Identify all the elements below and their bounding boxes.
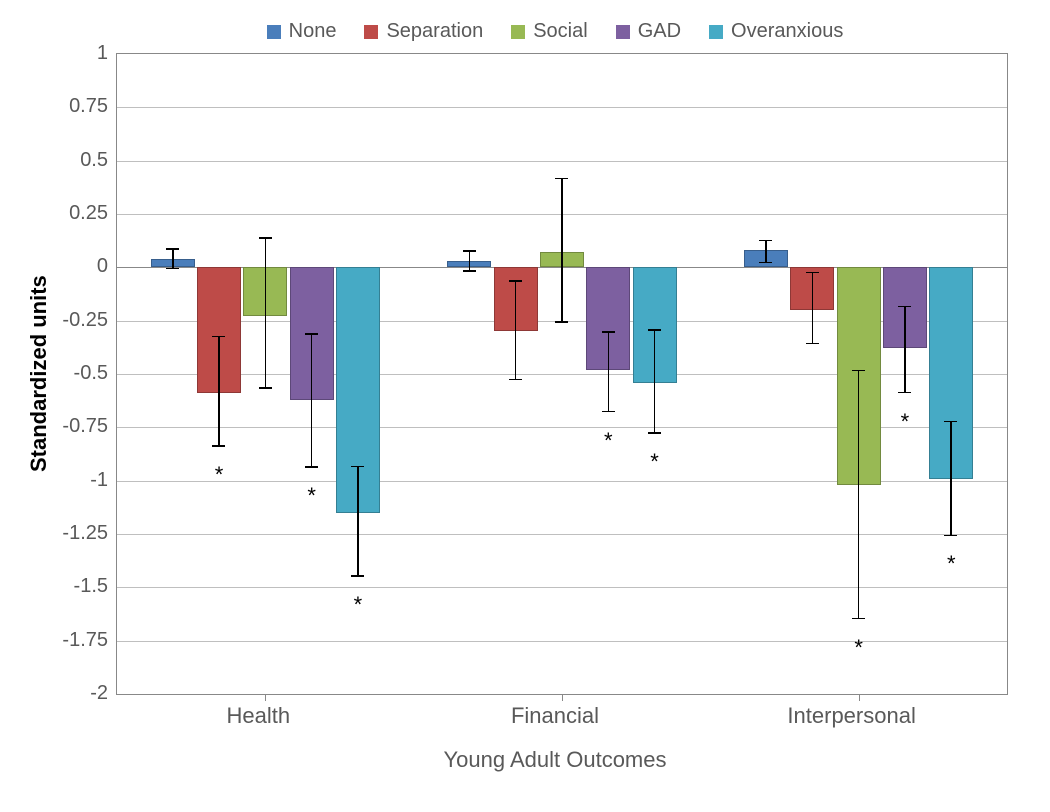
y-axis-ticks: 10.750.50.250-0.25-0.5-0.75-1-1.25-1.5-1… (52, 53, 116, 693)
legend-label: Social (533, 20, 587, 43)
legend-swatch (267, 25, 281, 39)
legend-item: Separation (364, 20, 483, 43)
x-tick-label: Health (110, 703, 407, 729)
significance-star: * (354, 592, 363, 618)
legend-label: Overanxious (731, 20, 843, 43)
error-bar (904, 306, 906, 393)
legend-label: GAD (638, 20, 681, 43)
legend-label: None (289, 20, 337, 43)
legend: None Separation Social GAD Overanxious (20, 20, 1030, 43)
significance-star: * (650, 449, 659, 475)
error-bar (172, 248, 174, 269)
legend-swatch (709, 25, 723, 39)
legend-item: Overanxious (709, 20, 843, 43)
significance-star: * (854, 635, 863, 661)
error-bar (765, 240, 767, 263)
legend-item: None (267, 20, 337, 43)
error-bar (561, 178, 563, 323)
chart-container: None Separation Social GAD Overanxious Stand… (20, 20, 1030, 792)
legend-swatch (511, 25, 525, 39)
significance-star: * (307, 483, 316, 509)
legend-label: Separation (386, 20, 483, 43)
x-axis-label: Young Adult Outcomes (110, 747, 1000, 773)
plot-area: ******** (116, 53, 1008, 695)
legend-swatch (364, 25, 378, 39)
bar-group: ** (414, 54, 711, 694)
error-bar (654, 329, 656, 434)
x-tick-label: Interpersonal (703, 703, 1000, 729)
error-bar (357, 466, 359, 577)
error-bar (311, 333, 313, 467)
error-bar (608, 331, 610, 412)
bar-group: * * * (710, 54, 1007, 694)
bar-group: * * * (117, 54, 414, 694)
legend-swatch (616, 25, 630, 39)
error-bar (812, 272, 814, 345)
significance-star: * (604, 428, 613, 454)
significance-star: * (215, 462, 224, 488)
error-bar (218, 336, 220, 447)
significance-star: * (947, 551, 956, 577)
significance-star: * (901, 409, 910, 435)
error-bar (858, 370, 860, 620)
error-bar (469, 250, 471, 271)
x-axis-ticks: HealthFinancialInterpersonal (110, 703, 1000, 729)
error-bar (515, 280, 517, 380)
x-tick-label: Financial (407, 703, 704, 729)
error-bar (950, 421, 952, 536)
legend-item: GAD (616, 20, 681, 43)
error-bar (265, 237, 267, 388)
legend-item: Social (511, 20, 587, 43)
y-axis-label: Standardized units (20, 53, 52, 695)
